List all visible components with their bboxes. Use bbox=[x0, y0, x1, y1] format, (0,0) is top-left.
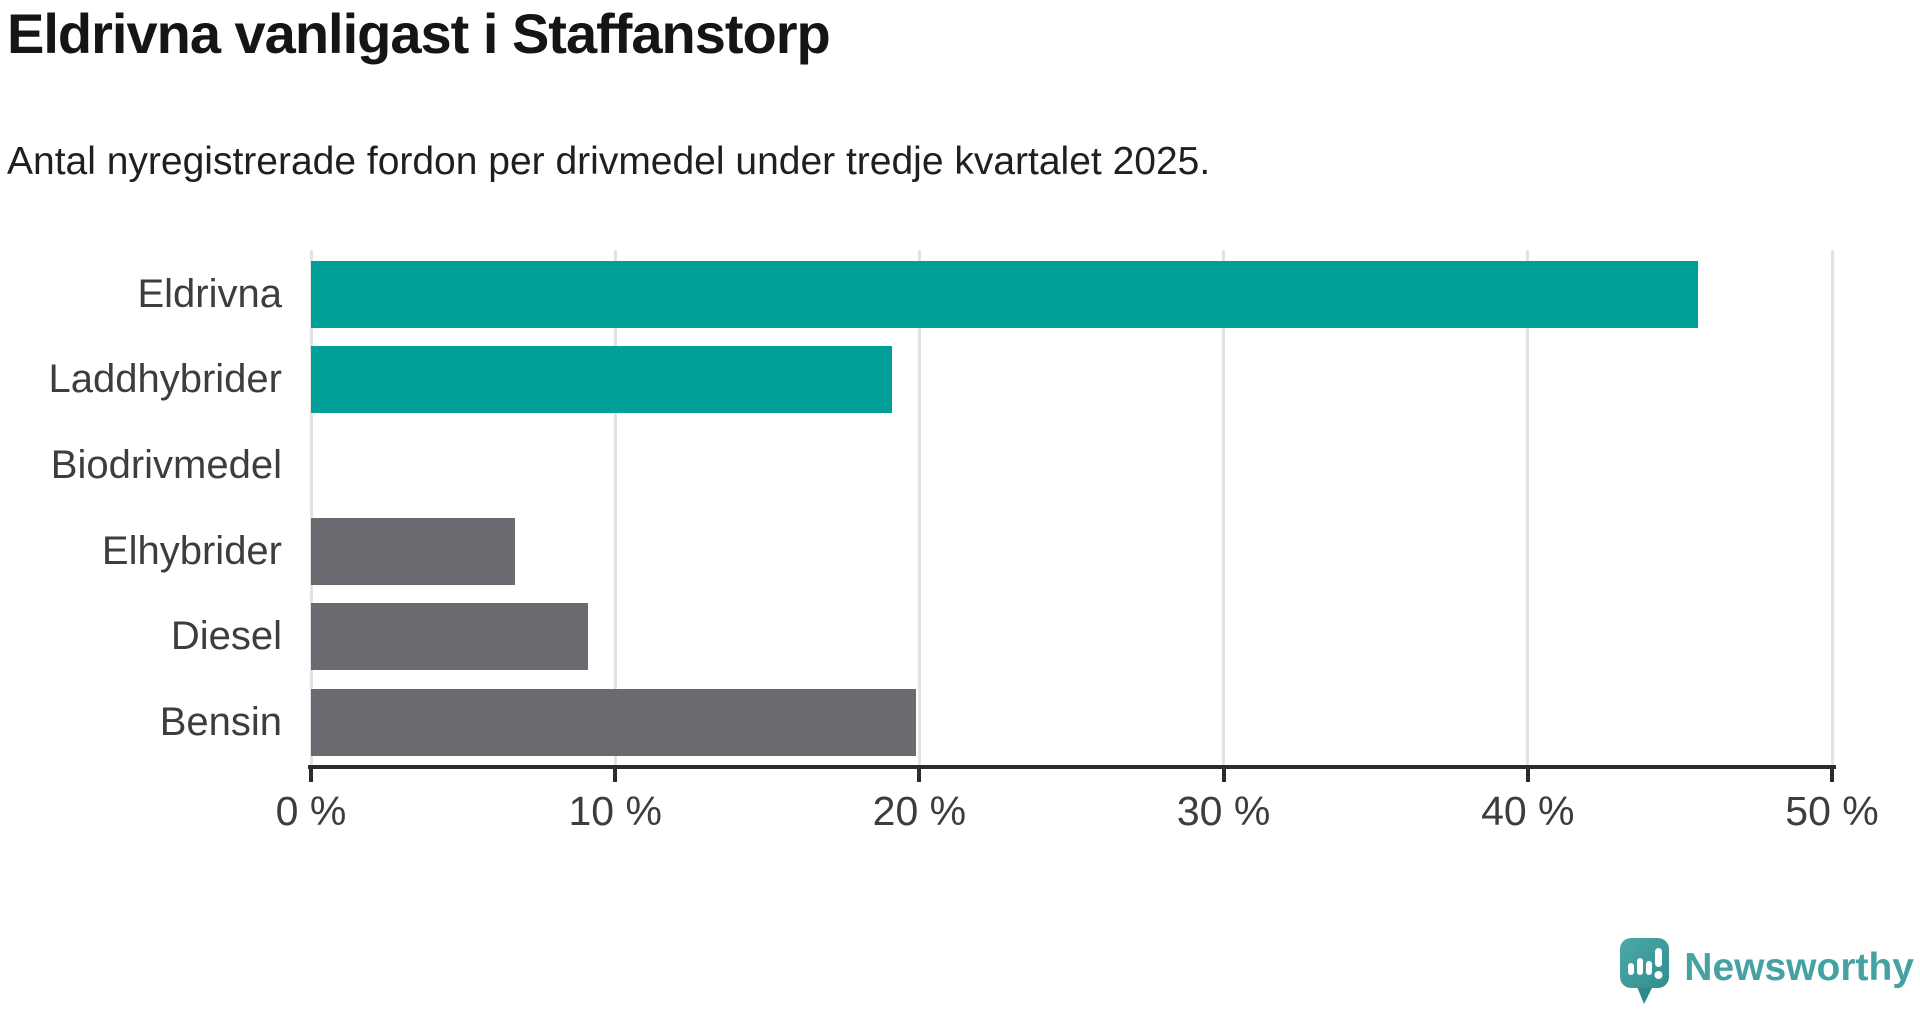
gridline-30pct bbox=[1222, 250, 1226, 765]
category-label-laddhybrider: Laddhybrider bbox=[48, 357, 283, 402]
x-axis-tick-label-40pct: 40 % bbox=[1481, 788, 1575, 834]
bar-elhybrider bbox=[311, 517, 515, 585]
chart-title: Eldrivna vanligast i Staffanstorp bbox=[7, 2, 831, 65]
x-axis-tick-label-30pct: 30 % bbox=[1176, 788, 1271, 834]
category-label-eldrivna: Eldrivna bbox=[137, 271, 282, 316]
category-label-diesel: Diesel bbox=[170, 614, 282, 659]
newsworthy-logo-text: Newsworthy bbox=[1684, 946, 1914, 989]
newsworthy-logo[interactable]: Newsworthy bbox=[1620, 938, 1914, 1010]
category-label-elhybrider: Elhybrider bbox=[101, 528, 282, 573]
bar-eldrivna bbox=[311, 260, 1699, 328]
x-axis-line bbox=[308, 765, 1836, 769]
gridline-0pct bbox=[309, 250, 313, 765]
bar-laddhybrider bbox=[311, 346, 893, 414]
gridline-50pct bbox=[1830, 250, 1834, 765]
x-axis-tick-10pct bbox=[613, 769, 618, 782]
x-axis-tick-30pct bbox=[1221, 769, 1226, 782]
chart-subtitle: Antal nyregistrerade fordon per drivmede… bbox=[7, 140, 1211, 183]
x-axis-tick-label-0pct: 0 % bbox=[275, 788, 347, 834]
x-axis-tick-0pct bbox=[309, 769, 313, 782]
category-label-bensin: Bensin bbox=[159, 699, 282, 744]
bar-bensin bbox=[311, 688, 917, 756]
bar-diesel bbox=[311, 603, 588, 671]
gridline-10pct bbox=[613, 250, 617, 765]
x-axis-tick-label-20pct: 20 % bbox=[872, 788, 967, 834]
x-axis-tick-40pct bbox=[1525, 769, 1530, 782]
x-axis-tick-label-50pct: 50 % bbox=[1785, 788, 1879, 834]
newsworthy-speech-bubble-chart-icon bbox=[1620, 938, 1670, 1010]
category-label-biodrivmedel: Biodrivmedel bbox=[50, 442, 282, 487]
gridline-20pct bbox=[917, 250, 921, 765]
x-axis-tick-50pct bbox=[1830, 769, 1834, 782]
x-axis-tick-label-10pct: 10 % bbox=[568, 788, 662, 834]
gridline-40pct bbox=[1526, 250, 1530, 765]
x-axis-tick-20pct bbox=[917, 769, 922, 782]
